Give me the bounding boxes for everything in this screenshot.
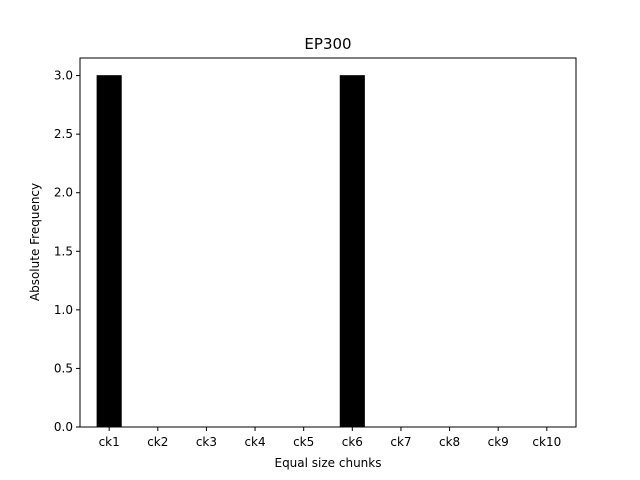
x-tick-label-ck9: ck9 <box>488 435 509 449</box>
plot-frame <box>79 57 577 428</box>
x-axis-label: Equal size chunks <box>274 456 381 470</box>
x-tick-label-ck10: ck10 <box>532 435 561 449</box>
y-tick-label: 1.5 <box>54 244 73 258</box>
bar-ck6 <box>339 75 365 428</box>
x-tick-label-ck6: ck6 <box>342 435 363 449</box>
y-tick-label: 2.0 <box>54 186 73 200</box>
y-axis-label: Absolute Frequency <box>28 183 42 301</box>
x-tick-label-ck8: ck8 <box>439 435 460 449</box>
x-tick-label-ck7: ck7 <box>390 435 411 449</box>
y-tick-label: 3.0 <box>54 69 73 83</box>
y-tick-label: 0.0 <box>54 420 73 434</box>
x-tick-label-ck4: ck4 <box>244 435 265 449</box>
y-axis: 0.0 0.5 1.0 1.5 2.0 2.5 3.0 <box>54 69 80 434</box>
x-tick-label-ck2: ck2 <box>147 435 168 449</box>
bars-group <box>96 75 365 428</box>
x-tick-label-ck3: ck3 <box>196 435 217 449</box>
x-axis: ck1 ck2 ck3 ck4 ck5 ck6 ck7 ck8 ck9 ck10 <box>99 427 561 449</box>
x-tick-label-ck5: ck5 <box>293 435 314 449</box>
bar-ck1 <box>96 75 122 428</box>
chart-title: EP300 <box>304 35 351 53</box>
x-tick-label-ck1: ck1 <box>99 435 120 449</box>
y-tick-label: 2.5 <box>54 127 73 141</box>
y-tick-label: 1.0 <box>54 303 73 317</box>
y-tick-label: 0.5 <box>54 361 73 375</box>
